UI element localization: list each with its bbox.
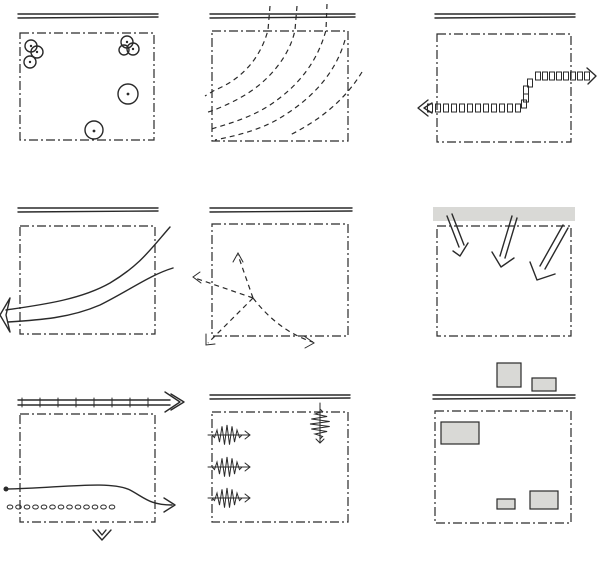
pedestrian-route-arrow: [417, 67, 597, 117]
route-segment: [542, 71, 548, 81]
pedestrian-dots: [6, 504, 116, 510]
tree-icon: [118, 35, 140, 56]
dot: [74, 504, 82, 510]
road-edge: [432, 394, 576, 400]
arrowhead-icon: [163, 497, 176, 513]
route-segment: [467, 103, 473, 113]
arrowhead-icon: [164, 391, 185, 413]
contour-lines: [204, 3, 363, 141]
dot: [57, 504, 65, 510]
building-block: [496, 498, 516, 510]
route-segment: [435, 103, 441, 113]
arrowhead-icon: [586, 67, 597, 85]
road-edge: [209, 394, 351, 400]
site-boundary: [211, 30, 349, 142]
arrowhead-icon: [92, 529, 112, 541]
building-block: [531, 377, 557, 392]
building-block: [496, 362, 522, 388]
dot: [32, 504, 39, 510]
road-edge: [434, 13, 576, 19]
road-edge: [17, 207, 159, 213]
panel-sun-angles: [433, 207, 575, 337]
road-edge: [209, 207, 353, 213]
sun-ray-arrow: [491, 215, 518, 268]
panel-trees: [17, 13, 159, 141]
route-segment: [527, 78, 533, 88]
arrowhead-icon: [417, 99, 433, 117]
noise-wave-icon: [207, 487, 251, 508]
panel-path-arrow: [417, 13, 597, 143]
noise-wave-icon: [309, 402, 330, 444]
route-segment: [475, 103, 481, 113]
site-boundary: [19, 413, 156, 523]
route-segment: [570, 71, 576, 81]
dot: [83, 504, 90, 510]
arrowhead-icon: [0, 297, 11, 333]
flow-line-lower: [7, 267, 174, 323]
building-block: [440, 421, 480, 445]
route-segment: [523, 85, 529, 95]
dot: [6, 504, 14, 510]
site-boundary: [19, 32, 155, 141]
tree-icon: [23, 39, 44, 69]
panel-flow-curve: [0, 207, 174, 335]
noise-wave-icon: [207, 424, 251, 445]
radiating-path-arrows: [192, 251, 315, 349]
dot: [49, 504, 56, 510]
dot: [100, 504, 107, 510]
site-boundary: [436, 33, 572, 143]
route-segment: [535, 71, 541, 81]
route-segment: [577, 71, 583, 81]
tree-icon: [84, 120, 104, 140]
fence-posts: [21, 397, 149, 408]
panel-border-arrows: [3, 391, 185, 541]
panel-contours: [204, 3, 363, 142]
route-segment: [549, 71, 555, 81]
site-boundary: [19, 225, 156, 335]
sun-ray-arrow: [446, 213, 469, 257]
noise-wave-icon: [207, 456, 251, 477]
route-segment: [515, 103, 521, 113]
panel-grey-blocks: [432, 362, 576, 524]
route-segment: [483, 103, 489, 113]
tree-icon: [117, 83, 139, 105]
route-segment: [563, 71, 569, 81]
dot: [40, 504, 48, 510]
panel-noise-waves: [207, 394, 351, 523]
road-edge: [17, 13, 159, 19]
route-segment: [584, 71, 590, 81]
dot: [66, 504, 73, 510]
access-route-line: [5, 484, 173, 506]
site-boundary: [436, 225, 572, 337]
site-boundary: [434, 410, 572, 524]
road-edge: [209, 13, 356, 19]
route-segment: [556, 71, 562, 81]
route-segment: [507, 103, 513, 113]
route-segment: [459, 103, 465, 113]
flow-line-upper: [5, 226, 171, 311]
panel-radiating-paths: [192, 207, 353, 349]
route-segment: [499, 103, 505, 113]
site-boundary: [211, 223, 349, 337]
building-block: [529, 490, 559, 510]
route-segment: [451, 103, 457, 113]
sun-ray-arrow: [529, 224, 569, 281]
dot: [108, 504, 116, 510]
route-segment: [491, 103, 497, 113]
dot: [91, 504, 99, 510]
dot: [15, 504, 22, 510]
route-segment: [443, 103, 449, 113]
dot: [23, 504, 31, 510]
shaded-edge: [433, 207, 575, 221]
